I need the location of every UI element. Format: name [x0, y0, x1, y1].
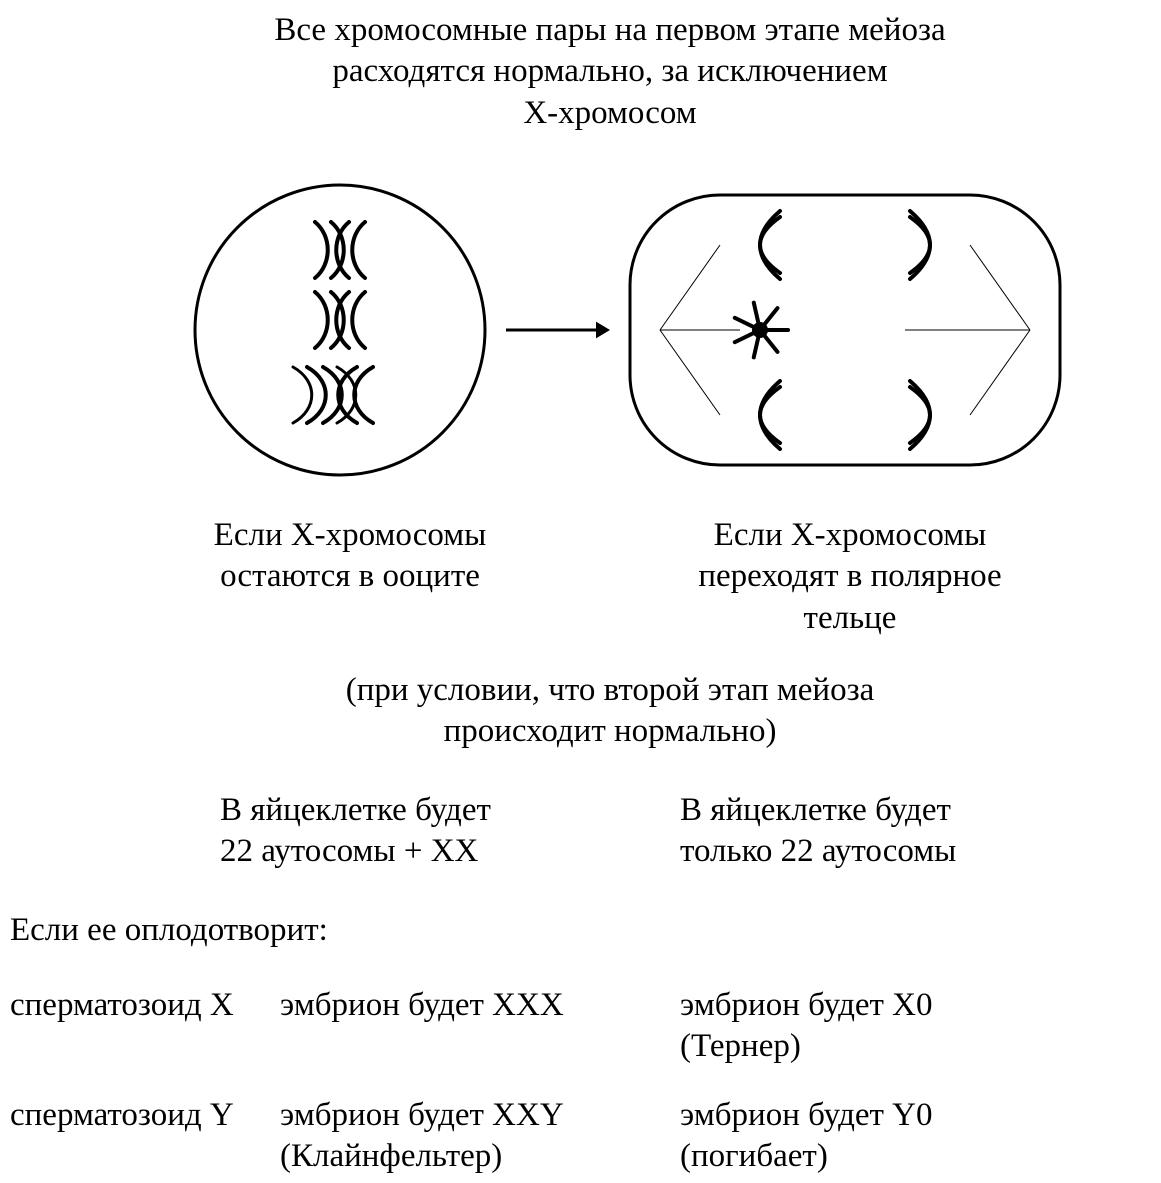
table-cell: эмбрион будет XXY (Клайнфельтер): [280, 1095, 660, 1178]
table-cell: эмбрион будет Y0 (погибает): [680, 1095, 1100, 1178]
meiosis-diagram: [0, 0, 1161, 490]
caption-polar-body: Если Х-хромосомы переходят в полярное те…: [640, 515, 1060, 639]
table-cell: эмбрион будет ХХХ: [280, 985, 660, 1026]
table-cell: сперматозоид Y: [10, 1095, 270, 1136]
egg-content-left: В яйцеклетке будет 22 аутосомы + ХХ: [220, 790, 620, 873]
condition-note: (при условии, что второй этап мейоза про…: [230, 670, 990, 753]
egg-content-right: В яйцеклетке будет только 22 аутосомы: [680, 790, 1100, 873]
fertilize-heading: Если ее оплодотворит:: [10, 910, 610, 951]
table-cell: сперматозоид Х: [10, 985, 270, 1026]
page-canvas: Все хромосомные пары на первом этапе мей…: [0, 0, 1161, 1183]
table-cell: эмбрион будет Х0 (Тернер): [680, 985, 1100, 1068]
caption-oocyte: Если Х-хромосомы остаются в ооците: [160, 515, 540, 598]
